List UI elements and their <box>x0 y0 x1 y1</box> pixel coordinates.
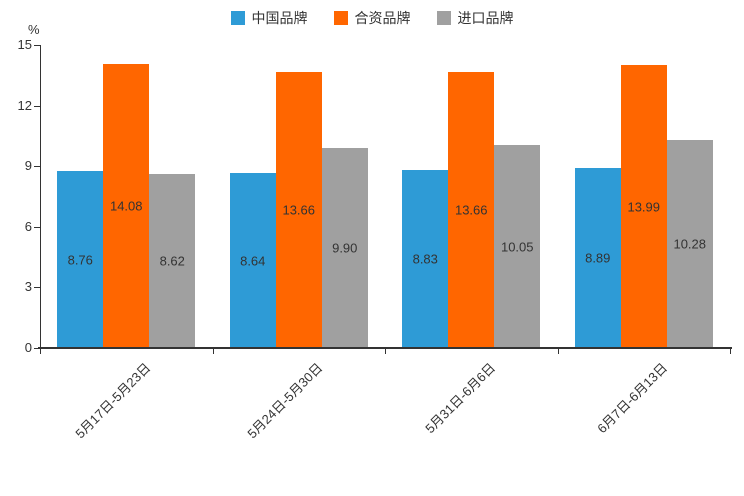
bar: 9.90 <box>321 148 368 348</box>
x-tick <box>557 349 559 354</box>
legend-swatch <box>333 11 348 25</box>
x-category-label: 5月24日-5月30日 <box>244 360 326 442</box>
bar: 8.62 <box>149 173 196 348</box>
y-tick <box>34 226 40 228</box>
bar-value-label: 8.83 <box>412 251 438 267</box>
plot-area: 8.76 14.08 8.62 8.64 13.66 9.90 8.83 13.66 10.05… <box>40 45 730 348</box>
bar: 14.08 <box>103 63 150 348</box>
bar-value-label: 9.90 <box>332 240 358 256</box>
legend-label: 进口品牌 <box>457 10 514 26</box>
y-tick <box>34 287 40 289</box>
x-tick <box>730 349 731 354</box>
legend-label: 中国品牌 <box>251 10 308 26</box>
x-axis-line <box>38 347 732 349</box>
bar: 8.89 <box>574 168 621 348</box>
bar-value-label: 13.66 <box>282 202 316 218</box>
bar-value-label: 8.64 <box>240 253 266 269</box>
bar: 13.99 <box>620 65 667 348</box>
x-tick <box>40 349 41 354</box>
y-tick-label: 9 <box>24 158 32 174</box>
bar-group: 8.89 13.99 10.28 <box>558 65 731 348</box>
y-tick <box>34 348 40 349</box>
bar-value-label: 8.76 <box>67 252 93 268</box>
legend-item[interactable]: 进口品牌 <box>436 8 514 28</box>
bar-value-label: 14.08 <box>109 198 143 214</box>
legend-item[interactable]: 合资品牌 <box>333 8 411 28</box>
x-category-label: 5月17日-5月23日 <box>71 360 153 442</box>
y-axis-unit: % <box>28 22 40 37</box>
bar-value-label: 8.62 <box>159 253 185 269</box>
bar: 8.64 <box>229 173 276 348</box>
legend-swatch <box>436 11 451 25</box>
bar: 8.83 <box>402 169 449 348</box>
y-tick-label: 12 <box>17 97 32 113</box>
bar-value-label: 8.89 <box>585 250 611 266</box>
x-tick <box>212 349 214 354</box>
legend-label: 合资品牌 <box>354 10 411 26</box>
bar-value-label: 10.05 <box>500 239 534 254</box>
legend-item[interactable]: 中国品牌 <box>230 8 308 28</box>
y-tick-label: 6 <box>24 218 32 234</box>
y-tick <box>34 45 40 46</box>
bar: 10.05 <box>494 145 541 348</box>
bar: 13.66 <box>275 72 322 348</box>
bar: 8.76 <box>57 171 104 348</box>
bar-group: 8.83 13.66 10.05 <box>385 72 558 348</box>
bar-group: 8.76 14.08 8.62 <box>40 63 213 348</box>
bar-value-label: 13.99 <box>627 199 661 215</box>
bar-value-label: 13.66 <box>454 202 488 218</box>
y-axis-line <box>40 45 41 348</box>
y-tick <box>34 166 40 168</box>
y-tick-label: 3 <box>24 279 32 295</box>
x-category-label: 6月7日-6月13日 <box>594 360 671 437</box>
y-tick-label: 0 <box>24 340 32 355</box>
bar: 10.28 <box>666 140 713 348</box>
x-tick <box>385 349 386 354</box>
y-tick-label: 15 <box>17 37 32 52</box>
bar-group: 8.64 13.66 9.90 <box>213 72 386 348</box>
bar: 13.66 <box>448 72 495 348</box>
legend-swatch <box>230 11 245 25</box>
bar-value-label: 10.28 <box>673 236 707 252</box>
legend: 中国品牌 合资品牌 进口品牌 <box>0 8 744 28</box>
x-category-label: 5月31日-6月6日 <box>421 360 498 437</box>
y-tick <box>34 105 40 107</box>
